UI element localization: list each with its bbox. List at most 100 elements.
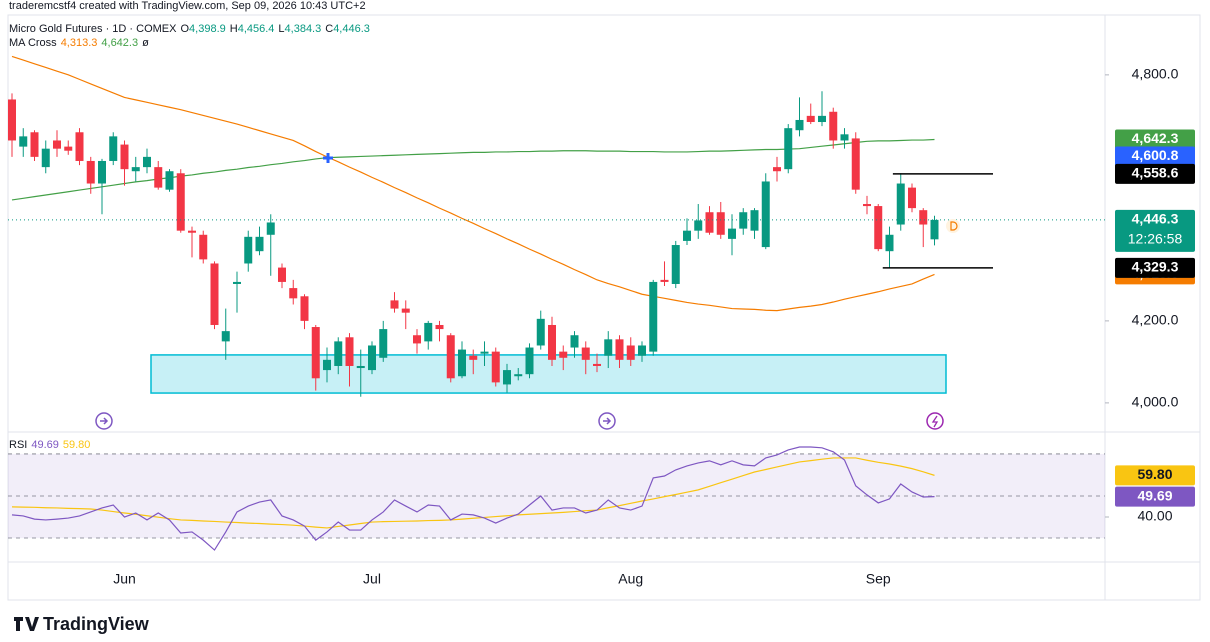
- candle-body: [255, 236, 264, 252]
- candle-body: [716, 212, 725, 235]
- candle-body: [570, 335, 579, 348]
- candle-body: [356, 365, 365, 369]
- dividend-marker[interactable]: [946, 219, 960, 233]
- rsi-legend: RSI 49.69 59.80: [9, 439, 94, 451]
- candle-body: [908, 187, 916, 209]
- candle-body: [671, 245, 680, 284]
- candle-body: [503, 370, 511, 385]
- candle-body: [863, 204, 871, 207]
- candle-body: [98, 160, 106, 184]
- candle-body: [728, 228, 736, 239]
- brand: TradingView: [43, 614, 150, 634]
- ohlc-value: 4,446.3: [333, 23, 370, 35]
- y-tick-label: 4,800.0: [1132, 66, 1179, 82]
- icon-glyph: [603, 417, 612, 425]
- ohlc-value: 4,456.4: [237, 23, 275, 35]
- candle-body: [851, 138, 860, 190]
- candle-body: [514, 374, 523, 377]
- event-icon[interactable]: [926, 412, 944, 430]
- candle-body: [480, 351, 489, 354]
- rsi-value-label-box: [1115, 486, 1195, 507]
- x-tick-label: Sep: [866, 571, 891, 587]
- candle-body: [300, 296, 309, 321]
- rsi-title: RSI: [9, 439, 28, 451]
- ma-price-label: 4,642.3: [1132, 130, 1179, 146]
- watermark: traderemcstf4 created with TradingView.c…: [9, 0, 370, 12]
- rsi-value-label: 49.69: [1137, 487, 1172, 503]
- candle-body: [379, 329, 388, 358]
- x-tick-label: Jun: [113, 571, 136, 587]
- symbol-legend: Micro Gold Futures · 1D · COMEX O4,398.9 H…: [9, 23, 374, 35]
- cross-marker: [323, 153, 333, 163]
- last-price-label-box: [1115, 209, 1195, 252]
- candle-body: [323, 359, 331, 371]
- icon-glyph: [931, 415, 939, 428]
- candle-body: [64, 146, 73, 151]
- candle-body: [413, 335, 421, 344]
- candle-body: [593, 363, 601, 366]
- event-icons: [95, 153, 960, 430]
- price-label-box: [1115, 163, 1195, 184]
- candle-body: [761, 181, 770, 248]
- candle-body: [773, 167, 781, 172]
- candle-body: [548, 324, 556, 360]
- candle-body: [536, 318, 545, 346]
- x-tick-label: Jul: [363, 571, 381, 587]
- candle-body: [424, 322, 433, 342]
- ohlc-key: L: [278, 23, 285, 35]
- ma-price-label-box: [1115, 129, 1195, 150]
- candle-body: [244, 236, 253, 264]
- candle-body: [131, 167, 140, 172]
- candle-body: [559, 351, 568, 358]
- candle-body: [874, 206, 883, 250]
- indicator: MA Cross: [9, 37, 57, 49]
- candle-body: [334, 341, 343, 366]
- last-price-label: 4,446.3: [1132, 211, 1179, 227]
- candle-body: [8, 99, 16, 141]
- candle-body: [199, 234, 208, 260]
- candle-body: [885, 234, 894, 252]
- candle-body: [930, 219, 939, 240]
- x-tick-label: Aug: [618, 571, 643, 587]
- candle-body: [446, 335, 455, 379]
- watermark-text: traderemcstf4 created with TradingView.c…: [9, 0, 366, 12]
- candle-body: [86, 160, 95, 184]
- candle-body: [694, 220, 703, 231]
- ohlc-key: C: [325, 23, 334, 35]
- candle-body: [109, 136, 118, 161]
- candle-body: [188, 230, 196, 233]
- candle-body: [660, 279, 669, 282]
- candle-body: [818, 115, 826, 123]
- candle-body: [469, 355, 478, 360]
- icon-glyph: [100, 417, 109, 425]
- candle-body: [390, 300, 399, 309]
- rsi-value: 49.69: [31, 439, 59, 451]
- price-label-box: [1115, 257, 1195, 278]
- ohlc-key: H: [229, 23, 238, 35]
- candle-body: [401, 308, 410, 313]
- rsi-band-fill: [8, 453, 1105, 539]
- rsi-value-label: 59.80: [1137, 466, 1172, 482]
- frame: [7, 14, 1201, 601]
- candle-body: [840, 134, 849, 141]
- candle-body: [458, 349, 466, 377]
- candle-body: [750, 210, 759, 231]
- candle-body: [435, 324, 444, 330]
- candle-body: [221, 331, 230, 342]
- price-label: 4,329.3: [1132, 259, 1179, 275]
- candle-body: [19, 136, 28, 147]
- candle-body: [638, 345, 646, 356]
- indicator-legend: MA Cross 4,313.3 4,642.3 ø: [9, 37, 153, 49]
- ma-value: 4,642.3: [101, 37, 139, 49]
- candle-body: [176, 173, 185, 231]
- candle-body: [30, 132, 39, 157]
- ohlc-value: 4,384.3: [284, 23, 322, 35]
- ma-value: 4,313.3: [60, 37, 98, 49]
- candle-body: [705, 212, 714, 233]
- icon-glyph: [950, 221, 958, 231]
- candle-body: [739, 212, 748, 229]
- candle-body: [143, 156, 151, 168]
- candle-body: [896, 183, 905, 225]
- candle-body: [345, 337, 354, 366]
